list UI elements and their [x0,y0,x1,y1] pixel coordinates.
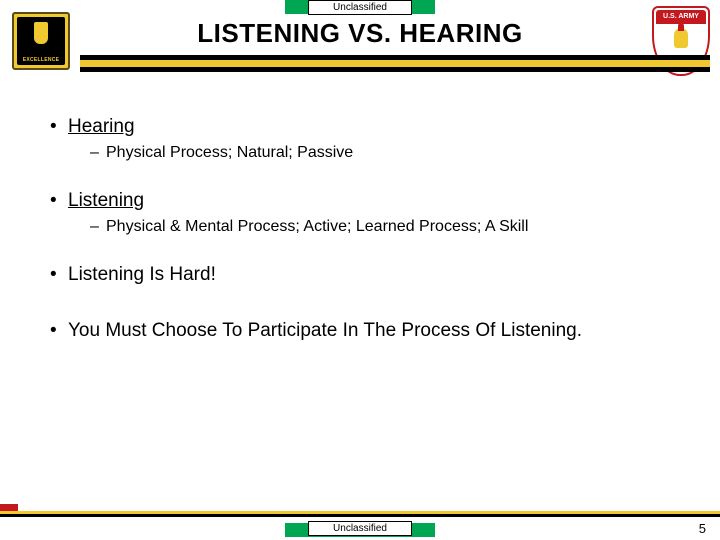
slide-title: LISTENING VS. HEARING [197,18,522,48]
footer-rule-red [0,504,18,511]
header-rule-black-bottom [80,67,710,72]
header-rule-gold [80,60,710,67]
bullet-hearing: Hearing [50,116,680,138]
classification-bottom: Unclassified [308,521,412,536]
footer-rule-black [0,514,720,517]
bullet-listening: Listening [50,190,680,212]
bullet-text: Listening Is Hard! [68,264,216,285]
bullet-text: You Must Choose To Participate In The Pr… [68,320,582,341]
bullet-listening-sub: Physical & Mental Process; Active; Learn… [50,218,680,236]
classification-top: Unclassified [308,0,412,15]
page-number: 5 [699,521,706,536]
torch-icon [674,28,688,48]
logo-left-banner: EXCELLENCE [14,57,68,63]
bullet-text: Listening [68,190,144,211]
bullet-hard: Listening Is Hard! [50,264,680,286]
leadership-excellence-logo: EXCELLENCE [12,12,70,70]
bullet-choose: You Must Choose To Participate In The Pr… [50,320,680,342]
bullet-text: Hearing [68,116,135,137]
bullet-hearing-sub: Physical Process; Natural; Passive [50,144,680,162]
slide-content: Hearing Physical Process; Natural; Passi… [50,110,680,348]
slide-title-bar: LISTENING VS. HEARING [80,18,640,49]
